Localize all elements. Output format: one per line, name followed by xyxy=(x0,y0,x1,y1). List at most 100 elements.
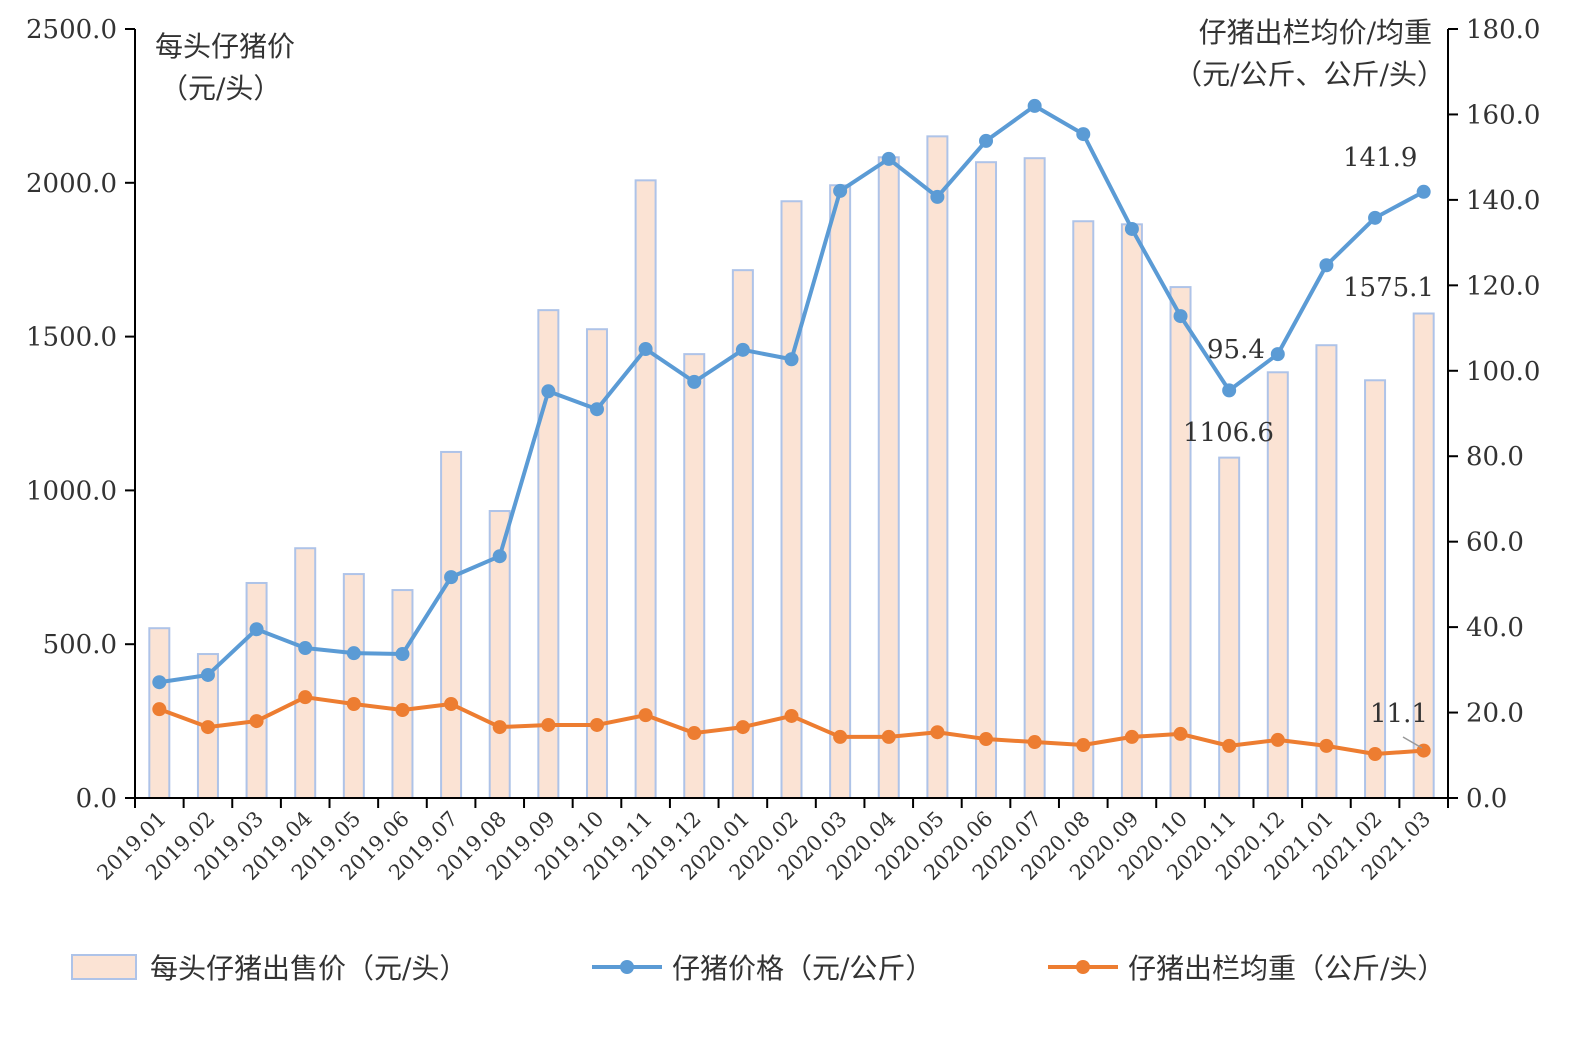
bar xyxy=(294,547,317,800)
data-point xyxy=(1222,383,1237,398)
bar xyxy=(1120,223,1143,800)
data-point xyxy=(930,189,945,204)
data-point xyxy=(1368,746,1383,761)
legend-weight-marker xyxy=(1076,960,1090,974)
right-tick-label: 60.0 xyxy=(1466,528,1524,558)
data-point xyxy=(1076,127,1091,142)
right-tick-label: 0.0 xyxy=(1466,784,1507,814)
annotation-bar-last: 1575.1 xyxy=(1343,273,1434,303)
annotation-weight-last: 11.1 xyxy=(1370,699,1428,729)
data-point xyxy=(1027,98,1042,113)
annotation-bar-min: 1106.6 xyxy=(1183,418,1274,448)
data-point xyxy=(1173,309,1188,324)
legend-bar-swatch xyxy=(71,954,137,980)
data-point xyxy=(1270,347,1285,362)
data-point xyxy=(152,702,167,717)
right-tick-label: 140.0 xyxy=(1466,186,1540,216)
data-point xyxy=(492,549,507,564)
data-point xyxy=(1319,258,1334,273)
data-point xyxy=(1368,210,1383,225)
data-point xyxy=(541,384,556,399)
data-point xyxy=(395,702,410,717)
data-point xyxy=(735,720,750,735)
data-point xyxy=(979,133,994,148)
data-point xyxy=(735,342,750,357)
right-tick-label: 80.0 xyxy=(1466,442,1524,472)
data-point xyxy=(395,647,410,662)
right-tick-label: 120.0 xyxy=(1466,271,1540,301)
data-point xyxy=(346,646,361,661)
annotation-price-min: 95.4 xyxy=(1207,335,1265,365)
annotation-price-last: 141.9 xyxy=(1343,143,1417,173)
bar xyxy=(1023,157,1046,799)
data-point xyxy=(200,720,215,735)
data-point xyxy=(589,402,604,417)
data-point xyxy=(833,183,848,198)
right-axis-title-1: 仔猪出栏均价/均重 xyxy=(1199,16,1432,49)
bar xyxy=(829,184,852,799)
right-axis-title-2: （元/公斤、公斤/头） xyxy=(1174,58,1445,91)
data-point xyxy=(1173,726,1188,741)
right-tick-label: 180.0 xyxy=(1466,15,1540,45)
bar xyxy=(877,156,900,799)
left-tick-label: 500.0 xyxy=(43,630,117,660)
legend-price-label: 仔猪价格（元/公斤） xyxy=(672,952,933,985)
right-tick-label: 100.0 xyxy=(1466,357,1540,387)
data-point xyxy=(881,151,896,166)
legend-bar-label: 每头仔猪出售价（元/头） xyxy=(150,952,467,985)
data-point xyxy=(298,641,313,656)
data-point xyxy=(1124,729,1139,744)
data-point xyxy=(638,341,653,356)
data-point xyxy=(200,667,215,682)
data-point xyxy=(1027,735,1042,750)
data-point xyxy=(881,729,896,744)
data-point xyxy=(1124,221,1139,236)
data-point xyxy=(784,708,799,723)
bar xyxy=(634,179,657,800)
left-tick-label: 2000.0 xyxy=(26,169,117,199)
bar xyxy=(342,573,365,799)
bar xyxy=(391,589,414,799)
left-tick-label: 0.0 xyxy=(76,784,117,814)
data-point xyxy=(541,717,556,732)
data-point xyxy=(492,720,507,735)
data-point xyxy=(1076,738,1091,753)
bar xyxy=(440,450,463,799)
data-point xyxy=(784,352,799,367)
right-tick-label: 20.0 xyxy=(1466,699,1524,729)
data-point xyxy=(444,570,459,585)
data-point xyxy=(1270,732,1285,747)
data-point xyxy=(833,729,848,744)
left-axis-title-2: （元/头） xyxy=(160,72,281,105)
data-point xyxy=(444,697,459,712)
data-point xyxy=(298,690,313,705)
bar xyxy=(975,161,998,799)
data-point xyxy=(687,726,702,741)
left-axis-title-1: 每头仔猪价 xyxy=(155,30,295,63)
bar xyxy=(926,135,949,799)
data-point xyxy=(589,717,604,732)
data-point xyxy=(979,732,994,747)
data-point xyxy=(152,675,167,690)
data-point xyxy=(1222,738,1237,753)
bar xyxy=(1364,379,1387,799)
annotation-leader xyxy=(1402,736,1423,749)
left-tick-label: 2500.0 xyxy=(26,15,117,45)
bar xyxy=(1169,286,1192,799)
data-point xyxy=(249,714,264,729)
bar xyxy=(1315,344,1338,799)
legend-price-marker xyxy=(620,960,634,974)
right-tick-label: 40.0 xyxy=(1466,613,1524,643)
bar xyxy=(245,581,268,800)
legend-weight-label: 仔猪出栏均重（公斤/头） xyxy=(1128,952,1445,985)
data-point xyxy=(249,622,264,637)
data-point xyxy=(638,708,653,723)
data-point xyxy=(346,697,361,712)
bar xyxy=(1072,220,1095,799)
legend: 每头仔猪出售价（元/头） 仔猪价格（元/公斤） 仔猪出栏均重（公斤/头） xyxy=(71,952,1445,985)
data-point xyxy=(1319,738,1334,753)
right-tick-label: 160.0 xyxy=(1466,100,1540,130)
left-tick-label: 1500.0 xyxy=(26,323,117,353)
data-point xyxy=(930,725,945,740)
